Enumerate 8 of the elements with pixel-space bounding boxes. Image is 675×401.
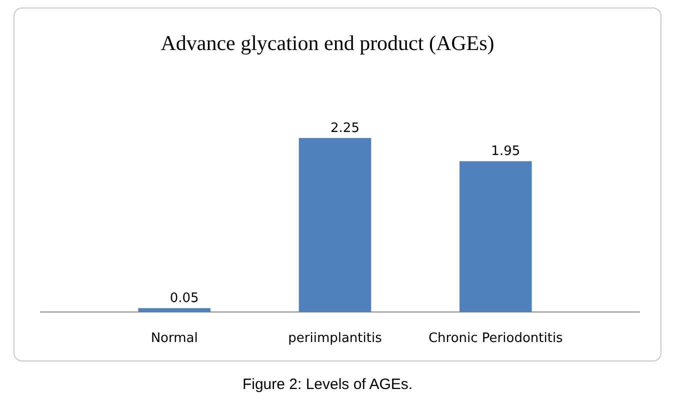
caption: Figure 2: Levels of AGEs. [242,376,413,393]
x-tick-label: Chronic Periodontitis [428,331,564,346]
x-tick-label: Normal [150,331,198,346]
data-label: 0.05 [170,291,199,306]
data-label: 2.25 [330,121,360,136]
chart-title: Advance glycation end product (AGEs) [160,31,494,55]
data-label: 1.95 [491,144,520,160]
x-tick-label: periimplantitis [288,331,382,346]
